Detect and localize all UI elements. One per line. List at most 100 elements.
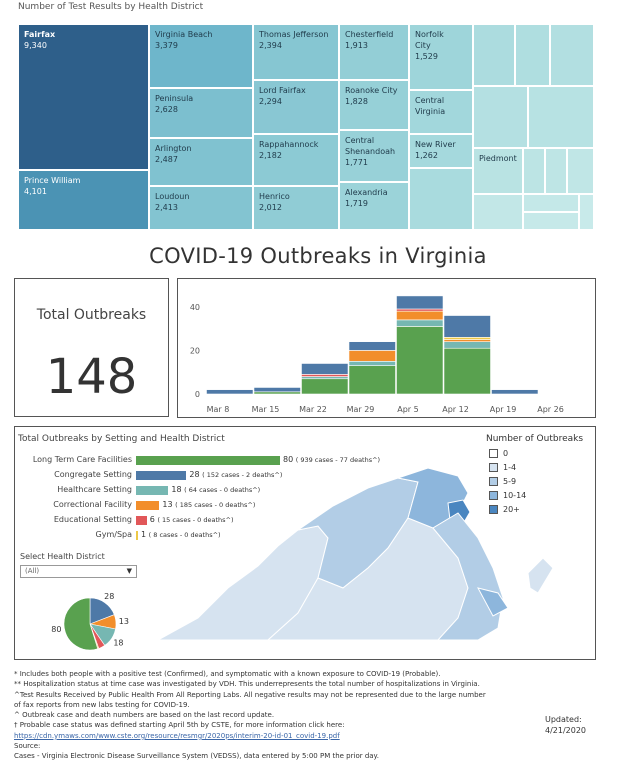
treemap-cell-lord-fairfax[interactable]: Lord Fairfax 2,294 xyxy=(253,80,339,134)
bar-segment[interactable] xyxy=(206,389,254,395)
treemap-cell-central-virginia[interactable]: Central Virginia xyxy=(409,90,473,134)
map-legend-item[interactable]: 5-9 xyxy=(489,477,516,486)
treemap-cell-rappahannock[interactable]: Rappahannock 2,182 xyxy=(253,134,339,186)
treemap-cell-fairfax[interactable]: Fairfax 9,340 xyxy=(18,24,149,170)
updated-label: Updated: xyxy=(545,715,582,724)
bar-segment[interactable] xyxy=(396,310,444,321)
setting-detail: ( 939 cases - 77 deaths^) xyxy=(295,456,381,464)
bar-segment[interactable] xyxy=(443,337,491,340)
treemap-cell-norfolk-city[interactable]: Norfolk City 1,529 xyxy=(409,24,473,90)
setting-bar[interactable] xyxy=(136,471,187,480)
treemap-cell-virginia-beach[interactable]: Virginia Beach 3,379 xyxy=(149,24,253,88)
treemap-cell-central-shenandoah[interactable]: Central Shenandoah 1,771 xyxy=(339,130,409,182)
treemap-cell-prince-william[interactable]: Prince William 4,101 xyxy=(18,170,149,230)
x-tick-label: Mar 15 xyxy=(252,405,280,414)
bar-segment[interactable] xyxy=(443,347,491,395)
bar-segment[interactable] xyxy=(301,363,349,375)
y-tick-label: 20 xyxy=(190,346,200,355)
legend-label: 0 xyxy=(503,449,509,458)
setting-bar[interactable] xyxy=(136,486,169,495)
treemap-cell-name: Thomas Jefferson xyxy=(259,30,329,39)
treemap-cell-value: 3,379 xyxy=(155,41,178,50)
footnote: * Includes both people with a positive t… xyxy=(14,670,441,678)
treemap-cell-small[interactable] xyxy=(523,194,579,212)
bar-segment[interactable] xyxy=(396,326,444,395)
pie-slice[interactable] xyxy=(63,597,99,651)
map-legend-item[interactable]: 1-4 xyxy=(489,463,516,472)
treemap-cell-peninsula[interactable]: Peninsula 2,628 xyxy=(149,88,253,138)
treemap-cell-small[interactable] xyxy=(523,212,579,230)
treemap-cell-small[interactable] xyxy=(409,168,473,230)
bar-segment[interactable] xyxy=(396,295,444,310)
bar-segment[interactable] xyxy=(348,361,396,366)
setting-bar[interactable] xyxy=(136,516,147,525)
setting-detail: ( 15 cases - 0 deaths^) xyxy=(157,516,234,524)
page-title: COVID-19 Outbreaks in Virginia xyxy=(149,244,487,268)
map-region-shore[interactable] xyxy=(527,557,554,594)
bar-segment[interactable] xyxy=(443,341,491,349)
outbreaks-over-time-chart[interactable]: 0 20 40 Mar 8 Mar 15 Mar 22 Mar 29 Apr 5 Apr 12 A… xyxy=(178,279,595,417)
treemap-cell-name: Fairfax xyxy=(24,30,56,39)
setting-count: 28 xyxy=(189,470,203,479)
bar-segment[interactable] xyxy=(443,339,491,342)
bar-segment[interactable] xyxy=(348,341,396,351)
treemap-cell-new-river[interactable]: New River 1,262 xyxy=(409,134,473,168)
treemap-cell-small[interactable] xyxy=(473,24,515,86)
bar-segment[interactable] xyxy=(396,319,444,327)
map-region-east[interactable] xyxy=(432,512,504,641)
treemap-cell-roanoke-city[interactable]: Roanoke City 1,828 xyxy=(339,80,409,130)
bar-segment[interactable] xyxy=(301,378,349,395)
legend-swatch xyxy=(489,449,498,458)
treemap-cell-value: 1,828 xyxy=(345,97,368,106)
treemap-cell-small[interactable] xyxy=(579,194,594,230)
treemap-cell-value: 2,294 xyxy=(259,97,282,106)
virginia-map[interactable] xyxy=(158,468,558,648)
treemap-cell-name: New River xyxy=(415,140,456,149)
district-filter-dropdown[interactable]: (All) ▼ xyxy=(20,565,137,578)
treemap-cell-name: Central Shenandoah xyxy=(345,136,396,156)
treemap-cell-piedmont[interactable]: Piedmont xyxy=(473,148,523,194)
bar-segment[interactable] xyxy=(348,350,396,362)
treemap-cell-loudoun[interactable]: Loudoun 2,413 xyxy=(149,186,253,230)
treemap-cell-small[interactable] xyxy=(523,148,545,194)
treemap-cell-small[interactable] xyxy=(550,24,594,86)
map-legend-item[interactable]: 0 xyxy=(489,449,508,458)
treemap-cell-small[interactable] xyxy=(567,148,594,194)
bar-segment[interactable] xyxy=(253,391,301,395)
setting-label: Healthcare Setting xyxy=(57,485,132,494)
map-region-peninsula[interactable] xyxy=(477,587,509,617)
treemap-cell-chesterfield[interactable]: Chesterfield 1,913 xyxy=(339,24,409,80)
setting-label: Gym/Spa xyxy=(95,530,132,539)
map-legend-item[interactable]: 10-14 xyxy=(489,491,526,500)
treemap-cell-name: Rappahannock xyxy=(259,140,319,149)
treemap-cell-small[interactable] xyxy=(473,86,528,148)
treemap-cell-small[interactable] xyxy=(545,148,567,194)
treemap-cell-value: 2,413 xyxy=(155,203,178,212)
treemap-cell-small[interactable] xyxy=(515,24,550,86)
bar-segment[interactable] xyxy=(301,376,349,380)
setting-bar[interactable] xyxy=(136,531,138,540)
treemap-cell-arlington[interactable]: Arlington 2,487 xyxy=(149,138,253,186)
treemap-cell-name: Central Virginia xyxy=(415,96,446,116)
treemap-cell-small[interactable] xyxy=(473,194,523,230)
district-filter-label: Select Health District xyxy=(20,552,105,561)
footnote: of fax reports from new labs testing for… xyxy=(14,700,190,709)
setting-bar[interactable] xyxy=(136,456,280,465)
setting-label: Congregate Setting xyxy=(54,470,132,479)
setting-pie-chart[interactable]: 28 13 18 80 xyxy=(40,584,150,664)
bar-segment[interactable] xyxy=(253,387,301,393)
setting-value: 28 ( 152 cases - 2 deaths^) xyxy=(189,470,282,479)
map-legend-item[interactable]: 20+ xyxy=(489,505,520,514)
setting-bar[interactable] xyxy=(136,501,160,510)
treemap-cell-henrico[interactable]: Henrico 2,012 xyxy=(253,186,339,230)
treemap[interactable]: Fairfax 9,340 Prince William 4,101 Virgini… xyxy=(18,24,594,230)
treemap-cell-thomas-jefferson[interactable]: Thomas Jefferson 2,394 xyxy=(253,24,339,80)
treemap-cell-alexandria[interactable]: Alexandria 1,719 xyxy=(339,182,409,230)
bar-segment[interactable] xyxy=(491,389,539,395)
bar-segment[interactable] xyxy=(301,374,349,377)
treemap-cell-small[interactable] xyxy=(528,86,594,148)
bar-segment[interactable] xyxy=(443,315,491,338)
bar-segment[interactable] xyxy=(396,308,444,312)
bar-segment[interactable] xyxy=(348,365,396,395)
cste-link[interactable]: https://cdn.ymaws.com/www.cste.org/resou… xyxy=(14,731,340,740)
